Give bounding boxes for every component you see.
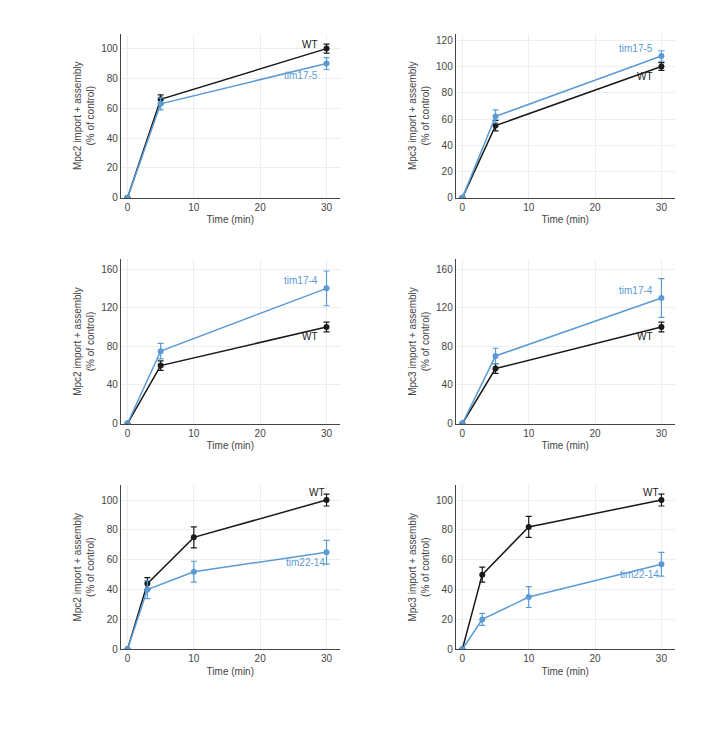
svg-text:80: 80 <box>107 341 119 352</box>
svg-text:tim22-14: tim22-14 <box>620 569 659 580</box>
svg-text:20: 20 <box>255 202 267 213</box>
svg-text:Mpc2 import + assembly(% of co: Mpc2 import + assembly(% of control) <box>72 513 96 622</box>
svg-text:100: 100 <box>436 61 453 72</box>
svg-text:20: 20 <box>589 202 601 213</box>
svg-text:60: 60 <box>442 114 454 125</box>
svg-text:160: 160 <box>101 264 118 275</box>
svg-text:10: 10 <box>188 428 200 439</box>
svg-text:20: 20 <box>589 428 601 439</box>
svg-text:0: 0 <box>447 644 453 655</box>
svg-text:WT: WT <box>302 39 318 50</box>
svg-text:40: 40 <box>442 140 454 151</box>
svg-text:20: 20 <box>589 653 601 664</box>
svg-text:30: 30 <box>321 202 333 213</box>
svg-text:WT: WT <box>643 487 659 498</box>
svg-text:60: 60 <box>107 554 119 565</box>
svg-text:160: 160 <box>436 264 453 275</box>
svg-text:Mpc3 import + assembly(% of co: Mpc3 import + assembly(% of control) <box>407 61 431 170</box>
svg-text:120: 120 <box>436 302 453 313</box>
svg-text:Mpc2 import + assembly(% of co: Mpc2 import + assembly(% of control) <box>72 287 96 396</box>
svg-text:0: 0 <box>125 202 131 213</box>
svg-text:0: 0 <box>112 418 118 429</box>
svg-text:120: 120 <box>436 35 453 46</box>
svg-text:100: 100 <box>101 495 118 506</box>
svg-text:40: 40 <box>442 379 454 390</box>
svg-text:20: 20 <box>107 162 119 173</box>
svg-text:0: 0 <box>447 418 453 429</box>
svg-text:Time (min): Time (min) <box>541 666 588 677</box>
svg-text:Mpc3 import + assembly(% of co: Mpc3 import + assembly(% of control) <box>407 513 431 622</box>
svg-text:40: 40 <box>107 133 119 144</box>
svg-text:10: 10 <box>523 653 535 664</box>
svg-text:60: 60 <box>442 554 454 565</box>
svg-text:40: 40 <box>107 584 119 595</box>
svg-text:WT: WT <box>637 71 653 82</box>
svg-text:Time (min): Time (min) <box>207 440 254 451</box>
svg-text:10: 10 <box>188 653 200 664</box>
svg-text:10: 10 <box>523 428 535 439</box>
svg-text:0: 0 <box>460 653 466 664</box>
svg-text:30: 30 <box>321 653 333 664</box>
svg-text:Time (min): Time (min) <box>541 440 588 451</box>
svg-text:Time (min): Time (min) <box>541 214 588 225</box>
svg-text:Time (min): Time (min) <box>207 666 254 677</box>
svg-text:Mpc2 import + assembly(% of co: Mpc2 import + assembly(% of control) <box>72 61 96 170</box>
svg-text:0: 0 <box>125 653 131 664</box>
svg-text:tim17-4: tim17-4 <box>284 275 318 286</box>
svg-text:30: 30 <box>656 428 668 439</box>
svg-text:0: 0 <box>125 428 131 439</box>
svg-text:0: 0 <box>460 428 466 439</box>
svg-text:40: 40 <box>107 379 119 390</box>
svg-text:WT: WT <box>637 331 653 342</box>
svg-text:0: 0 <box>112 192 118 203</box>
svg-text:40: 40 <box>442 584 454 595</box>
svg-text:80: 80 <box>107 524 119 535</box>
svg-text:Time (min): Time (min) <box>207 214 254 225</box>
svg-text:10: 10 <box>523 202 535 213</box>
svg-text:100: 100 <box>101 43 118 54</box>
svg-text:20: 20 <box>442 166 454 177</box>
svg-text:60: 60 <box>107 103 119 114</box>
svg-text:100: 100 <box>436 495 453 506</box>
svg-text:80: 80 <box>442 524 454 535</box>
svg-text:30: 30 <box>656 653 668 664</box>
svg-text:WT: WT <box>302 331 318 342</box>
svg-text:tim22-14: tim22-14 <box>286 557 325 568</box>
svg-text:20: 20 <box>255 428 267 439</box>
svg-text:WT: WT <box>309 487 325 498</box>
svg-text:80: 80 <box>442 341 454 352</box>
svg-text:20: 20 <box>442 614 454 625</box>
svg-text:120: 120 <box>101 302 118 313</box>
svg-text:Mpc3 import + assembly(% of co: Mpc3 import + assembly(% of control) <box>407 287 431 396</box>
svg-text:0: 0 <box>447 192 453 203</box>
svg-text:80: 80 <box>107 73 119 84</box>
svg-text:tim17-4: tim17-4 <box>619 285 653 296</box>
svg-text:30: 30 <box>656 202 668 213</box>
svg-text:20: 20 <box>107 614 119 625</box>
svg-text:30: 30 <box>321 428 333 439</box>
svg-text:0: 0 <box>112 644 118 655</box>
svg-text:tim17-5: tim17-5 <box>619 43 653 54</box>
svg-text:0: 0 <box>460 202 466 213</box>
svg-text:tim17-5: tim17-5 <box>284 70 318 81</box>
svg-text:80: 80 <box>442 87 454 98</box>
svg-text:10: 10 <box>188 202 200 213</box>
svg-text:20: 20 <box>255 653 267 664</box>
